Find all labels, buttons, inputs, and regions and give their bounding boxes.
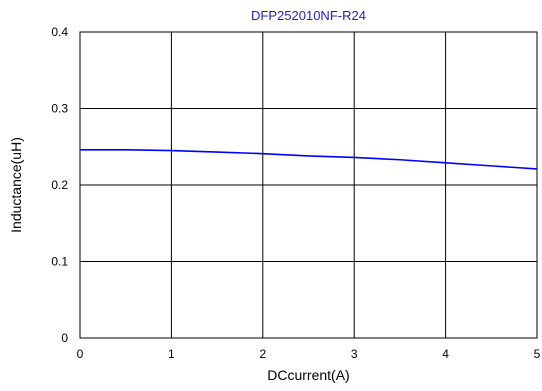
x-tick-label: 1 — [168, 347, 175, 361]
y-axis-title: Inductance(uH) — [8, 137, 24, 233]
x-tick-label: 0 — [77, 347, 84, 361]
y-tick-label: 0.4 — [51, 25, 68, 39]
x-axis-title: DCcurrent(A) — [267, 367, 349, 383]
x-tick-label: 3 — [351, 347, 358, 361]
y-tick-label: 0.3 — [51, 102, 68, 116]
x-tick-label: 4 — [442, 347, 449, 361]
x-tick-label: 2 — [259, 347, 266, 361]
plot-area-frame — [79, 31, 538, 339]
y-tick-label: 0.2 — [51, 178, 68, 192]
x-tick-label: 5 — [534, 347, 541, 361]
grid-lines — [80, 32, 537, 338]
series-line — [80, 149, 538, 170]
y-tick-label: 0.1 — [51, 255, 68, 269]
y-tick-label: 0 — [61, 331, 68, 345]
y-axis-ticks: 0 0.1 0.2 0.3 0.4 — [51, 25, 68, 345]
chart-title: DFP252010NF-R24 — [251, 8, 366, 23]
x-axis-ticks: 0 1 2 3 4 5 — [77, 347, 541, 361]
series-layer — [80, 149, 538, 170]
